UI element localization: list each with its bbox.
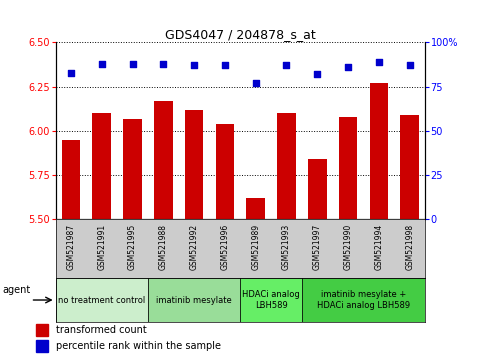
Point xyxy=(128,61,136,67)
Text: no treatment control: no treatment control xyxy=(58,296,145,304)
Point xyxy=(190,63,198,68)
Bar xyxy=(36,324,48,336)
Title: GDS4047 / 204878_s_at: GDS4047 / 204878_s_at xyxy=(165,28,316,41)
Bar xyxy=(36,340,48,353)
Bar xyxy=(154,101,172,219)
Text: GSM521992: GSM521992 xyxy=(190,224,199,270)
Point xyxy=(98,61,106,67)
Bar xyxy=(277,113,296,219)
Text: GSM521995: GSM521995 xyxy=(128,224,137,270)
Point xyxy=(313,72,321,77)
Text: GSM521998: GSM521998 xyxy=(405,224,414,270)
Bar xyxy=(92,113,111,219)
Bar xyxy=(62,140,80,219)
Bar xyxy=(240,278,302,322)
Bar xyxy=(369,83,388,219)
Bar xyxy=(185,110,203,219)
Text: percentile rank within the sample: percentile rank within the sample xyxy=(57,341,222,351)
Point xyxy=(283,63,290,68)
Point xyxy=(67,70,75,75)
Bar xyxy=(400,115,419,219)
Bar xyxy=(308,159,327,219)
Text: GSM521996: GSM521996 xyxy=(220,224,229,270)
Text: GSM521993: GSM521993 xyxy=(282,224,291,270)
Point xyxy=(159,61,167,67)
Bar xyxy=(148,278,241,322)
Bar xyxy=(56,278,148,322)
Point xyxy=(344,64,352,70)
Point xyxy=(375,59,383,65)
Text: GSM521987: GSM521987 xyxy=(67,224,75,270)
Text: GSM521997: GSM521997 xyxy=(313,224,322,270)
Text: GSM521990: GSM521990 xyxy=(343,224,353,270)
Text: imatinib mesylate: imatinib mesylate xyxy=(156,296,232,304)
Text: GSM521989: GSM521989 xyxy=(251,224,260,270)
Text: HDACi analog
LBH589: HDACi analog LBH589 xyxy=(242,290,300,310)
Bar xyxy=(123,119,142,219)
Bar xyxy=(246,198,265,219)
Bar xyxy=(215,124,234,219)
Point xyxy=(406,63,413,68)
Point xyxy=(221,63,229,68)
Text: agent: agent xyxy=(3,285,31,295)
Text: transformed count: transformed count xyxy=(57,325,147,335)
Bar xyxy=(339,117,357,219)
Point xyxy=(252,80,259,86)
Bar xyxy=(302,278,425,322)
Text: GSM521994: GSM521994 xyxy=(374,224,384,270)
Text: GSM521991: GSM521991 xyxy=(97,224,106,270)
Text: GSM521988: GSM521988 xyxy=(159,224,168,270)
Text: imatinib mesylate +
HDACi analog LBH589: imatinib mesylate + HDACi analog LBH589 xyxy=(317,290,410,310)
